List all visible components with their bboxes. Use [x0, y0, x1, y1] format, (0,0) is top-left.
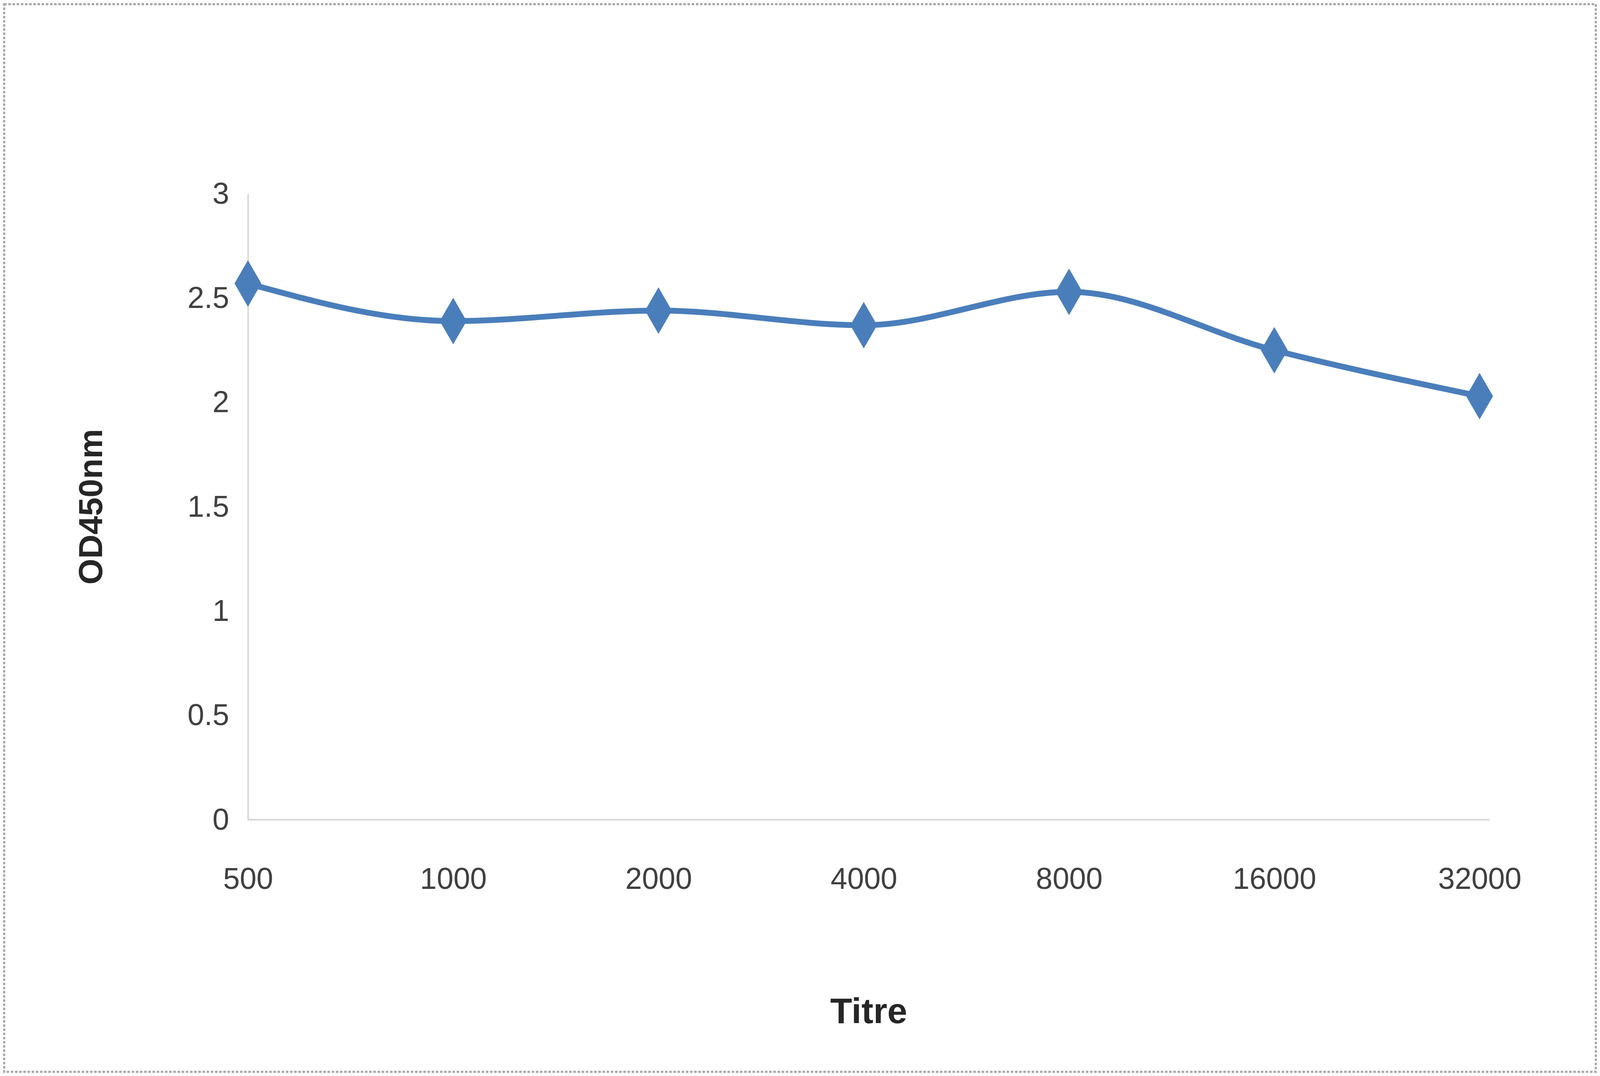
- frame: [4, 4, 1596, 1072]
- plot-area: [234, 260, 1493, 420]
- data-point: [439, 297, 467, 345]
- y-axis-title: OD450nm: [72, 428, 110, 585]
- x-axis: 500 1000 2000 4000 8000 16000 32000: [222, 819, 1522, 895]
- y-tick-label: 3: [212, 176, 230, 210]
- data-point: [234, 260, 262, 307]
- y-tick: 1: [212, 593, 248, 628]
- x-tick: 8000: [1035, 819, 1103, 895]
- y-tick: 1.5: [187, 489, 248, 523]
- x-tick-label: 1000: [420, 861, 487, 895]
- y-tick-label: 0: [212, 802, 230, 836]
- y-tick-label: 1: [212, 593, 230, 628]
- x-axis-line: [247, 818, 1490, 821]
- y-tick-label: 0.5: [187, 697, 230, 732]
- chart: 0 0.5 1 1.5 2 2.5 3 500 1000 2000 4000 8000 16000 320…: [0, 0, 1600, 1076]
- series-line: [247, 283, 1480, 396]
- x-tick: 4000: [830, 819, 898, 895]
- data-point: [850, 302, 878, 349]
- x-tick-label: 2000: [625, 861, 693, 895]
- y-axis: 0 0.5 1 1.5 2 2.5 3: [187, 176, 249, 836]
- x-tick: 500: [222, 819, 273, 895]
- x-tick: 16000: [1232, 819, 1317, 895]
- x-axis-title: Titre: [830, 990, 908, 1031]
- y-tick-label: 1.5: [187, 489, 230, 523]
- data-point: [1466, 372, 1493, 420]
- y-tick: 2: [212, 385, 248, 419]
- x-tick-label: 500: [222, 861, 273, 895]
- x-tick: 2000: [625, 819, 693, 895]
- y-tick: 0.5: [187, 697, 248, 732]
- y-tick: 3: [212, 176, 248, 210]
- data-point: [1260, 327, 1288, 374]
- y-tick: 0: [212, 802, 248, 836]
- x-tick-label: 4000: [830, 861, 898, 895]
- data-point: [645, 287, 672, 335]
- x-tick-label: 16000: [1232, 861, 1317, 895]
- data-point: [1055, 268, 1083, 315]
- x-tick-label: 32000: [1437, 861, 1522, 895]
- x-tick-label: 8000: [1035, 861, 1103, 895]
- y-tick-label: 2.5: [187, 280, 230, 315]
- x-tick: 32000: [1437, 819, 1522, 895]
- x-tick: 1000: [420, 819, 487, 895]
- y-tick-label: 2: [212, 385, 230, 419]
